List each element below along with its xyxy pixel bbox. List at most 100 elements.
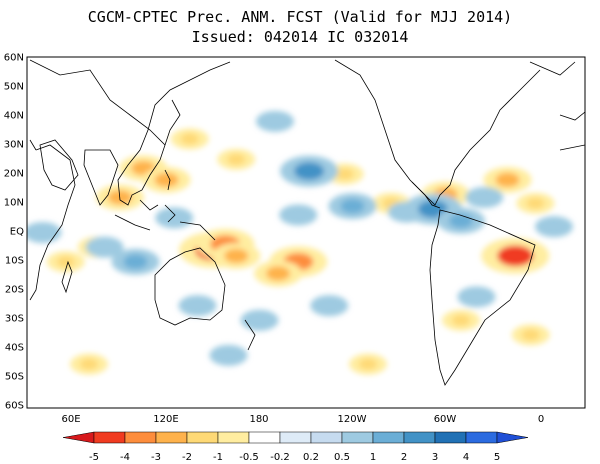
map-title-line2: Issued: 042014 IC 032014 bbox=[192, 28, 409, 46]
anomaly-region-nw-pacific-dry bbox=[227, 153, 246, 165]
colorbar-swatch-4 bbox=[186, 431, 219, 444]
colorbar-swatch-12 bbox=[434, 431, 467, 444]
anomaly-region-north-atlantic-wet bbox=[475, 191, 494, 203]
anomaly-region-western-indian-dry bbox=[56, 256, 75, 268]
lon-label-180: 180 bbox=[249, 414, 268, 425]
colorbar-label-neg1: -1 bbox=[213, 452, 223, 463]
colorbar-label-3: 3 bbox=[432, 452, 438, 463]
map-panel: 60N 50N 40N 30N 20N 10N EQ 10S 20S 30S 4… bbox=[4, 53, 586, 425]
colorbar-swatches bbox=[62, 431, 529, 444]
anomaly-region-hawaii-wet bbox=[294, 162, 325, 180]
colorbar-legend: -5 -4 -3 -2 -1 -0.5 -0.2 0.2 0.5 1 2 3 4… bbox=[62, 431, 529, 463]
anomaly-region-north-pacific-wet bbox=[266, 115, 284, 127]
anomaly-region-guiana-wet bbox=[449, 213, 473, 228]
anomaly-region-itcz-pacific-wet bbox=[340, 198, 365, 214]
africa-coastline bbox=[29, 139, 76, 301]
anomaly-region-south-atlantic-dry bbox=[521, 329, 540, 341]
india-coastline bbox=[83, 149, 119, 206]
lon-label-120w: 120W bbox=[338, 414, 367, 425]
anomaly-field bbox=[27, 110, 573, 375]
colorbar-swatch-0 bbox=[62, 431, 95, 444]
anomaly-region-far-south-pacific-dry bbox=[359, 358, 377, 370]
colorbar-label-neg3: -3 bbox=[151, 452, 161, 463]
lat-label-10s: 10S bbox=[5, 256, 24, 267]
anomaly-region-east-africa-wet bbox=[33, 226, 52, 239]
anomaly-region-southern-ocean-dry bbox=[80, 358, 98, 370]
indonesia-coastline bbox=[114, 199, 216, 241]
anomaly-region-north-atlantic-dry bbox=[495, 172, 520, 188]
lat-label-60n: 60N bbox=[4, 53, 24, 64]
colorbar-swatch-9 bbox=[341, 431, 374, 444]
anomaly-region-indian-ocean-wet bbox=[95, 241, 114, 253]
colorbar-label-neg2: -2 bbox=[182, 452, 192, 463]
lat-label-30s: 30S bbox=[5, 314, 24, 325]
anomaly-region-indonesia-dry-c bbox=[224, 248, 249, 264]
anomaly-region-east-indian-wet bbox=[123, 254, 148, 269]
south-america-coastline bbox=[429, 209, 536, 386]
colorbar-swatch-1 bbox=[93, 431, 126, 444]
anomaly-region-south-america-south-wet bbox=[467, 291, 486, 303]
anomaly-region-south-pacific-wet-b bbox=[250, 314, 269, 326]
madagascar-coastline bbox=[61, 260, 73, 294]
anomaly-region-argentina-dry bbox=[452, 314, 470, 326]
anomaly-region-atlantic-equatorial-wet bbox=[545, 221, 563, 233]
anomaly-region-ne-pacific-dry bbox=[335, 168, 354, 180]
map-background bbox=[27, 57, 585, 408]
australia-coastline bbox=[154, 247, 226, 326]
colorbar-swatch-7 bbox=[279, 431, 312, 444]
colorbar-label-0-2: 0.2 bbox=[303, 452, 319, 463]
lat-label-50n: 50N bbox=[4, 82, 24, 93]
colorbar-swatch-14 bbox=[496, 431, 529, 444]
philippines-coastline bbox=[164, 169, 171, 191]
colorbar-swatch-2 bbox=[124, 431, 157, 444]
lat-label-40s: 40S bbox=[5, 343, 24, 354]
anomaly-region-panama-wet bbox=[418, 200, 449, 218]
central-america-coastline bbox=[411, 181, 441, 209]
anomaly-region-south-pacific-wet bbox=[320, 300, 339, 312]
anomaly-region-australia-wet bbox=[188, 300, 207, 312]
colorbar-label-4: 4 bbox=[463, 452, 469, 463]
lat-label-30n: 30N bbox=[4, 140, 24, 151]
colorbar-swatch-3 bbox=[155, 431, 188, 444]
anomaly-region-south-asia-dry bbox=[154, 172, 179, 188]
colorbar-swatch-11 bbox=[403, 431, 436, 444]
lon-label-120e: 120E bbox=[153, 414, 178, 425]
lat-label-50s: 50S bbox=[5, 372, 24, 383]
colorbar-swatch-10 bbox=[372, 431, 405, 444]
anomaly-region-itcz-pacific-wet-b bbox=[289, 209, 308, 221]
colorbar-swatch-13 bbox=[465, 431, 498, 444]
colorbar-label-neg0-2: -0.2 bbox=[270, 452, 290, 463]
lat-label-10n: 10N bbox=[4, 198, 24, 209]
colorbar-label-neg0-5: -0.5 bbox=[239, 452, 259, 463]
map-title-line1: CGCM-CPTEC Prec. ANM. FCST (Valid for MJ… bbox=[88, 8, 512, 26]
europe-coastline bbox=[559, 111, 585, 151]
colorbar-label-0-5: 0.5 bbox=[334, 452, 350, 463]
lat-label-40n: 40N bbox=[4, 111, 24, 122]
lat-label-20n: 20N bbox=[4, 169, 24, 180]
colorbar-swatch-6 bbox=[248, 431, 281, 444]
longitude-axis: 60E 120E 180 120W 60W 0 bbox=[61, 414, 544, 425]
colorbar-swatch-5 bbox=[217, 431, 250, 444]
lat-label-60s: 60S bbox=[5, 401, 24, 412]
latitude-axis: 60N 50N 40N 30N 20N 10N EQ 10S 20S 30S 4… bbox=[4, 53, 24, 412]
anomaly-region-east-asia-dry bbox=[180, 133, 199, 145]
arabia-coastline bbox=[39, 139, 79, 191]
anomaly-region-south-america-east-dry bbox=[497, 245, 534, 267]
colorbar-label-5: 5 bbox=[494, 452, 500, 463]
anomaly-region-southern-ocean-wet bbox=[219, 349, 238, 361]
greenland-coastline bbox=[529, 61, 576, 76]
lat-label-20s: 20S bbox=[5, 285, 24, 296]
coastlines bbox=[29, 59, 585, 386]
map-frame bbox=[26, 56, 586, 409]
north-america-coastline bbox=[334, 59, 541, 206]
lon-label-60e: 60E bbox=[61, 414, 80, 425]
colorbar-label-neg4: -4 bbox=[120, 452, 130, 463]
colorbar-label-2: 2 bbox=[401, 452, 407, 463]
asia-coastline bbox=[29, 59, 231, 206]
lon-label-60w: 60W bbox=[434, 414, 457, 425]
anomaly-region-south-pacific-dry bbox=[266, 266, 291, 281]
lat-label-eq: EQ bbox=[10, 227, 24, 238]
lon-label-0: 0 bbox=[538, 414, 544, 425]
colorbar-swatch-8 bbox=[310, 431, 343, 444]
